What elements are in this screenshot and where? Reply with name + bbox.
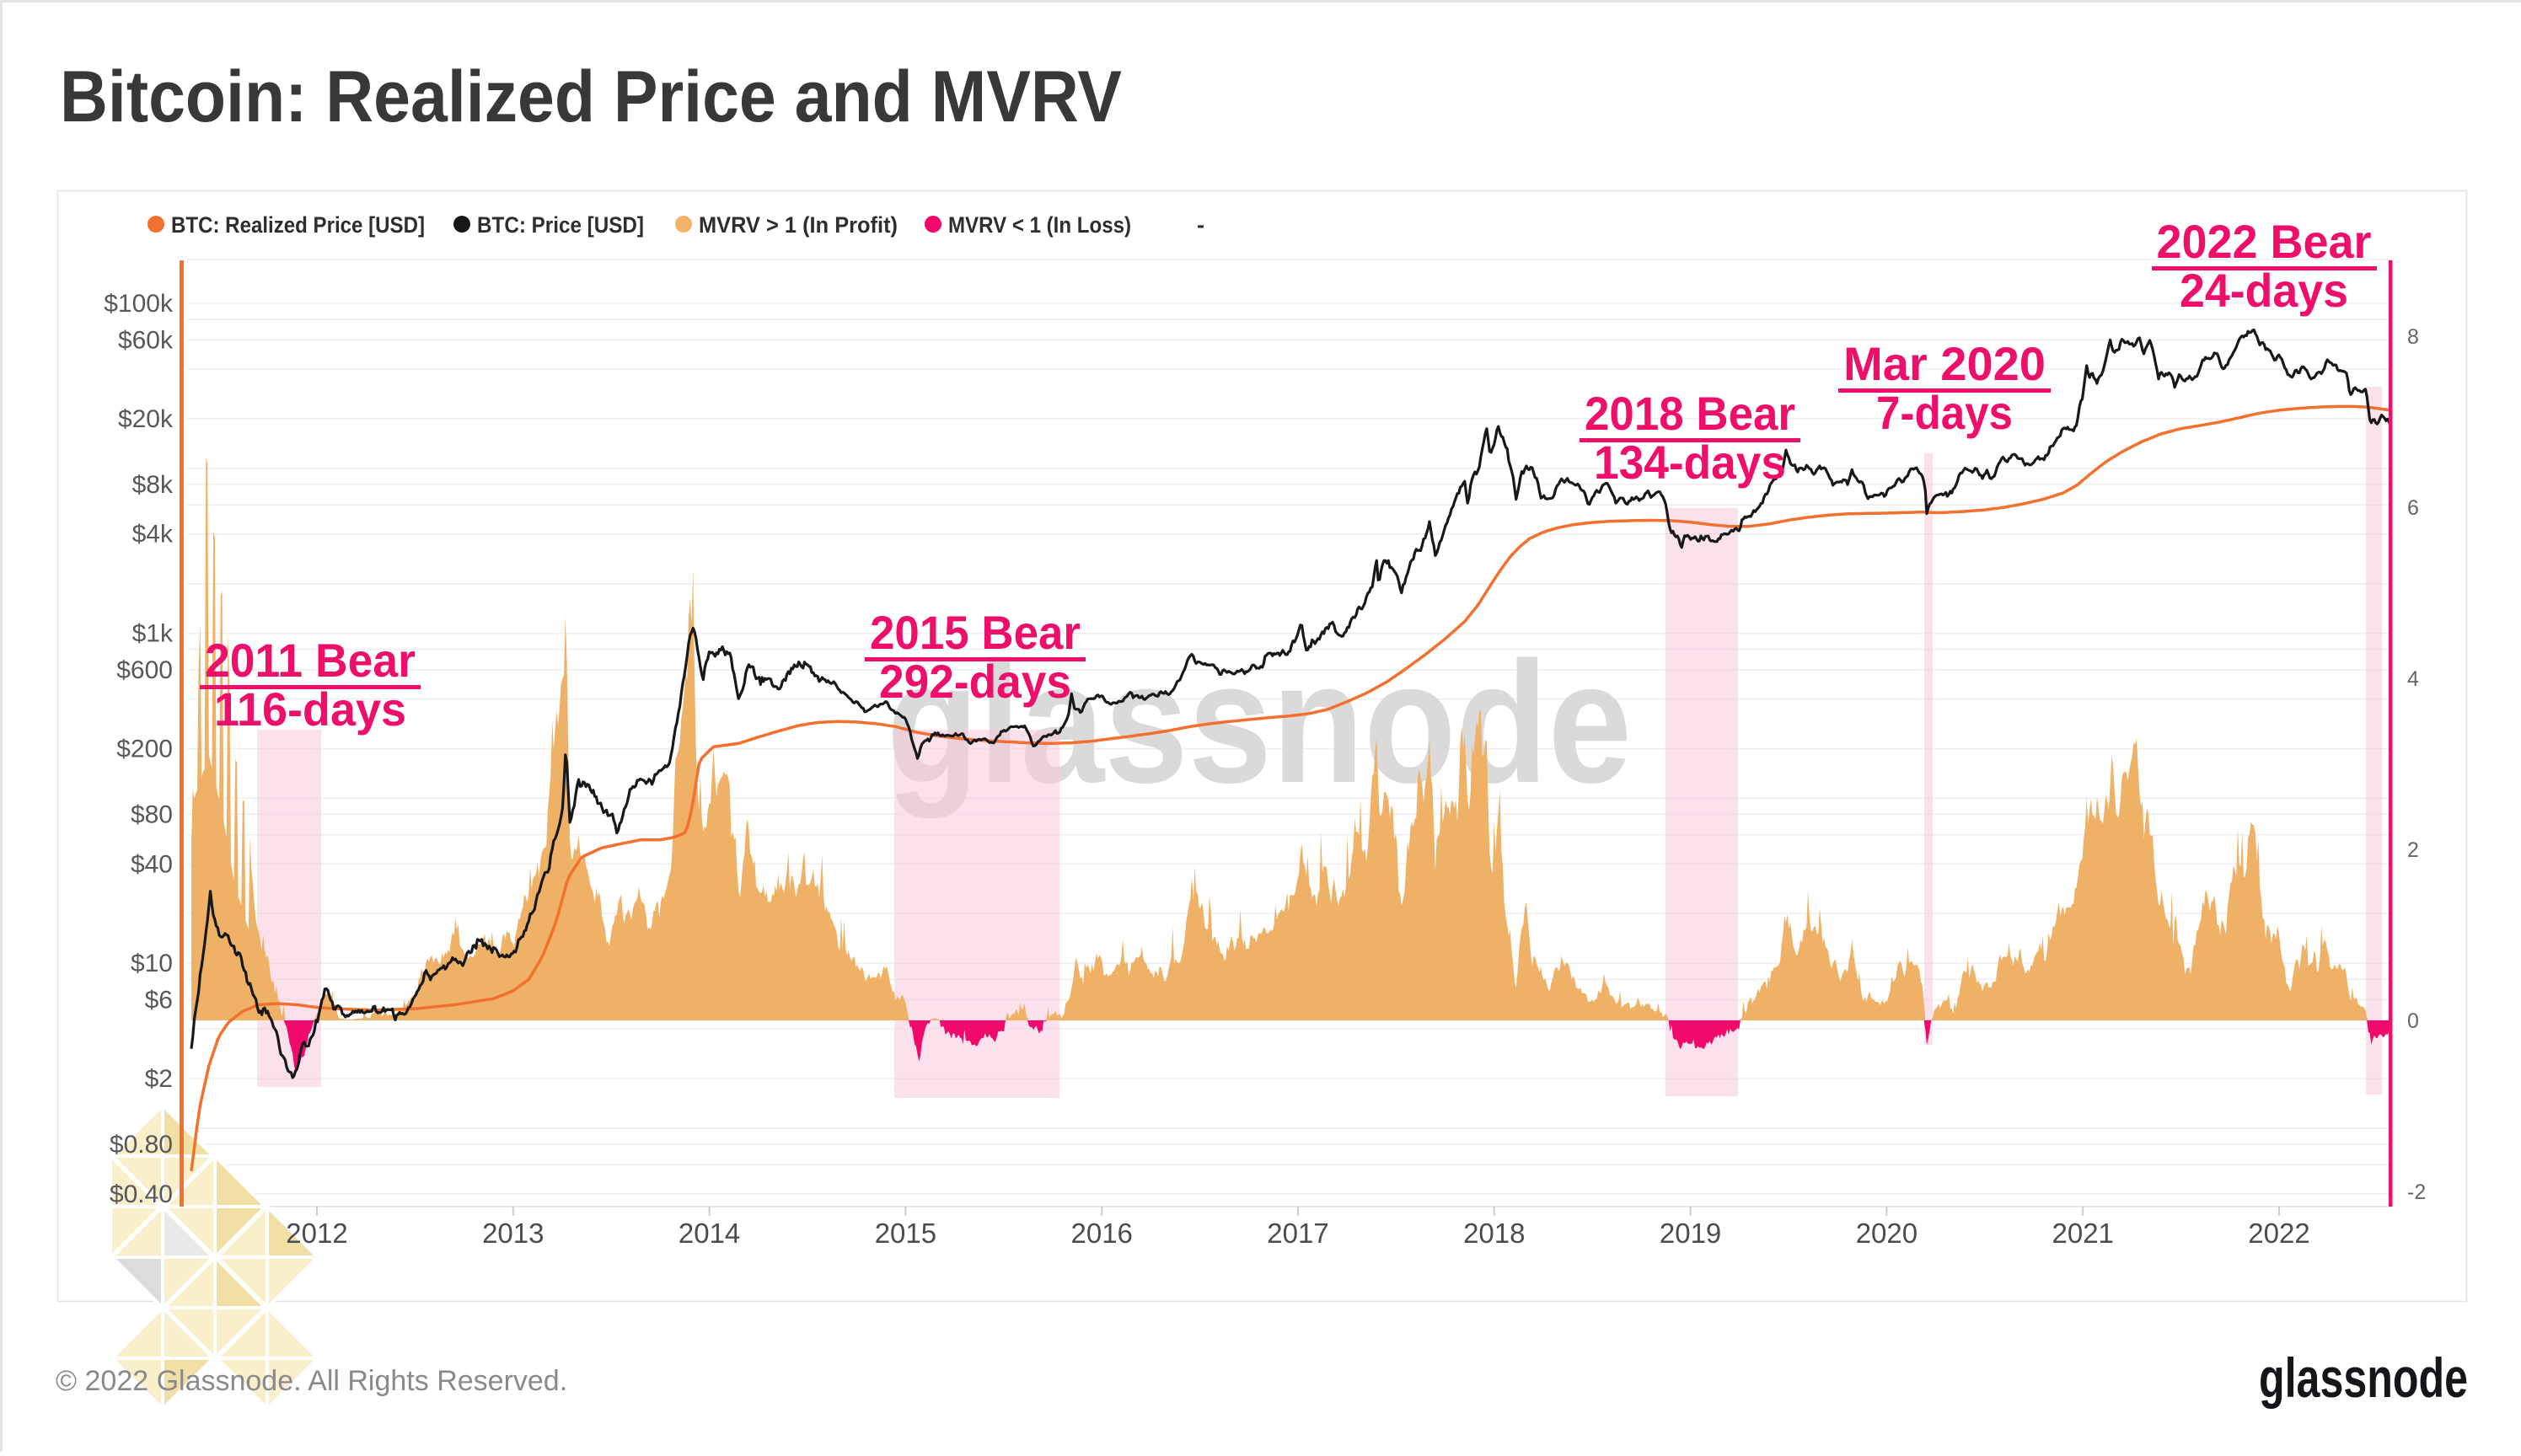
- svg-text:$0.40: $0.40: [110, 1180, 173, 1208]
- svg-text:2014: 2014: [679, 1218, 740, 1249]
- svg-text:2015 Bear: 2015 Bear: [870, 606, 1081, 659]
- svg-text:2022 Bear: 2022 Bear: [2157, 215, 2372, 268]
- svg-text:0: 0: [2407, 1009, 2419, 1033]
- svg-text:Bitcoin: Realized Price and MV: Bitcoin: Realized Price and MVRV: [60, 56, 1122, 137]
- svg-text:$80: $80: [131, 800, 173, 828]
- svg-text:-2: -2: [2407, 1180, 2426, 1204]
- svg-text:© 2022 Glassnode. All Rights R: © 2022 Glassnode. All Rights Reserved.: [56, 1365, 567, 1397]
- svg-text:8: 8: [2407, 325, 2419, 349]
- svg-text:-: -: [1197, 212, 1204, 238]
- svg-text:$4k: $4k: [132, 521, 174, 549]
- svg-text:2018: 2018: [1463, 1218, 1525, 1249]
- svg-text:BTC: Realized Price [USD]: BTC: Realized Price [USD]: [171, 212, 425, 238]
- svg-text:7-days: 7-days: [1876, 386, 2013, 439]
- svg-text:$2: $2: [145, 1065, 173, 1093]
- svg-text:glassnode: glassnode: [2259, 1346, 2468, 1409]
- svg-text:$8k: $8k: [132, 471, 174, 499]
- svg-text:$6: $6: [145, 987, 173, 1014]
- svg-text:292-days: 292-days: [879, 655, 1071, 708]
- svg-text:2018 Bear: 2018 Bear: [1585, 387, 1795, 440]
- svg-text:116-days: 116-days: [214, 682, 406, 736]
- svg-text:$20k: $20k: [118, 405, 174, 433]
- svg-text:$1k: $1k: [132, 620, 174, 648]
- svg-text:BTC: Price [USD]: BTC: Price [USD]: [477, 212, 644, 238]
- svg-text:2021: 2021: [2052, 1218, 2113, 1249]
- svg-text:$40: $40: [131, 850, 173, 878]
- svg-text:2017: 2017: [1267, 1218, 1328, 1249]
- svg-text:134-days: 134-days: [1594, 436, 1786, 489]
- svg-text:4: 4: [2407, 667, 2419, 691]
- svg-text:2016: 2016: [1070, 1218, 1132, 1249]
- svg-text:$10: $10: [131, 950, 173, 977]
- svg-text:2015: 2015: [875, 1218, 936, 1249]
- svg-text:2: 2: [2407, 838, 2419, 862]
- svg-text:Mar 2020: Mar 2020: [1843, 337, 2046, 390]
- svg-text:2022: 2022: [2248, 1218, 2309, 1249]
- svg-text:$200: $200: [116, 736, 173, 763]
- svg-text:2013: 2013: [482, 1218, 544, 1249]
- svg-text:MVRV < 1 (In Loss): MVRV < 1 (In Loss): [948, 212, 1131, 238]
- svg-text:2012: 2012: [286, 1218, 347, 1249]
- svg-text:2011 Bear: 2011 Bear: [205, 634, 416, 687]
- svg-text:$60k: $60k: [118, 326, 174, 354]
- svg-text:24-days: 24-days: [2180, 264, 2348, 317]
- svg-text:$0.80: $0.80: [110, 1131, 173, 1159]
- svg-text:$600: $600: [116, 656, 173, 684]
- svg-text:$100k: $100k: [104, 290, 174, 318]
- svg-text:MVRV > 1 (In Profit): MVRV > 1 (In Profit): [699, 212, 898, 238]
- svg-text:6: 6: [2407, 496, 2419, 520]
- svg-text:2020: 2020: [1856, 1218, 1918, 1249]
- svg-text:2019: 2019: [1660, 1218, 1721, 1249]
